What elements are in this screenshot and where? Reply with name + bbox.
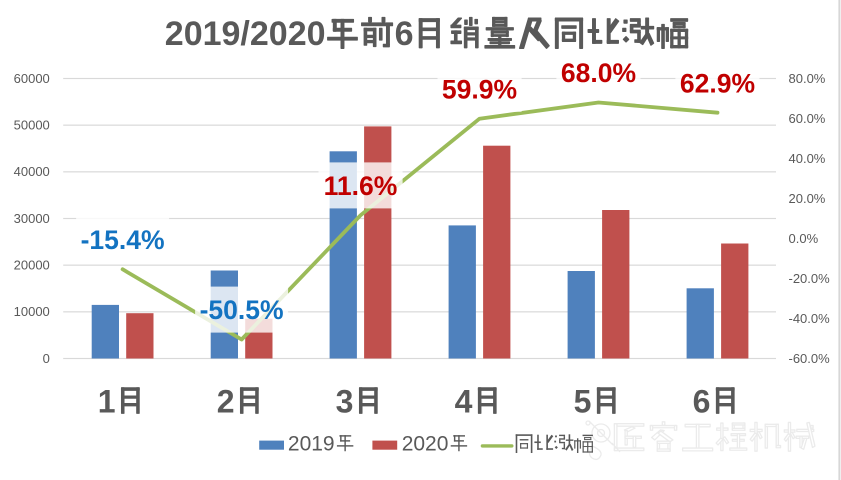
svg-text:2: 2: [217, 383, 235, 419]
svg-text:4: 4: [455, 383, 473, 419]
svg-text:40.0%: 40.0%: [789, 151, 826, 166]
svg-text:6: 6: [395, 15, 414, 53]
svg-text:5: 5: [574, 383, 592, 419]
svg-text:0: 0: [43, 351, 50, 366]
svg-text:2019: 2019: [288, 433, 335, 456]
svg-text:10000: 10000: [14, 304, 50, 319]
svg-text:-60.0%: -60.0%: [789, 351, 831, 366]
svg-text:11.6%: 11.6%: [324, 171, 398, 201]
svg-text:40000: 40000: [14, 164, 50, 179]
svg-text:50000: 50000: [14, 118, 50, 133]
svg-text:60000: 60000: [14, 71, 50, 86]
svg-text:6: 6: [693, 383, 711, 419]
svg-text:-50.5%: -50.5%: [200, 295, 284, 325]
svg-text:3: 3: [336, 383, 354, 419]
svg-text:20.0%: 20.0%: [789, 191, 826, 206]
svg-text:-15.4%: -15.4%: [81, 225, 165, 255]
svg-text:80.0%: 80.0%: [789, 71, 826, 86]
svg-text:0.0%: 0.0%: [789, 231, 819, 246]
svg-text:1: 1: [98, 383, 116, 419]
svg-text:2019/2020: 2019/2020: [165, 15, 326, 53]
svg-text:-20.0%: -20.0%: [789, 271, 831, 286]
svg-text:30000: 30000: [14, 211, 50, 226]
svg-text:59.9%: 59.9%: [442, 75, 517, 105]
svg-text:20000: 20000: [14, 258, 50, 273]
svg-text:60.0%: 60.0%: [789, 111, 826, 126]
svg-text:-40.0%: -40.0%: [789, 311, 831, 326]
svg-text:2020: 2020: [402, 433, 449, 456]
svg-text:62.9%: 62.9%: [680, 69, 755, 99]
svg-text:68.0%: 68.0%: [561, 58, 636, 88]
